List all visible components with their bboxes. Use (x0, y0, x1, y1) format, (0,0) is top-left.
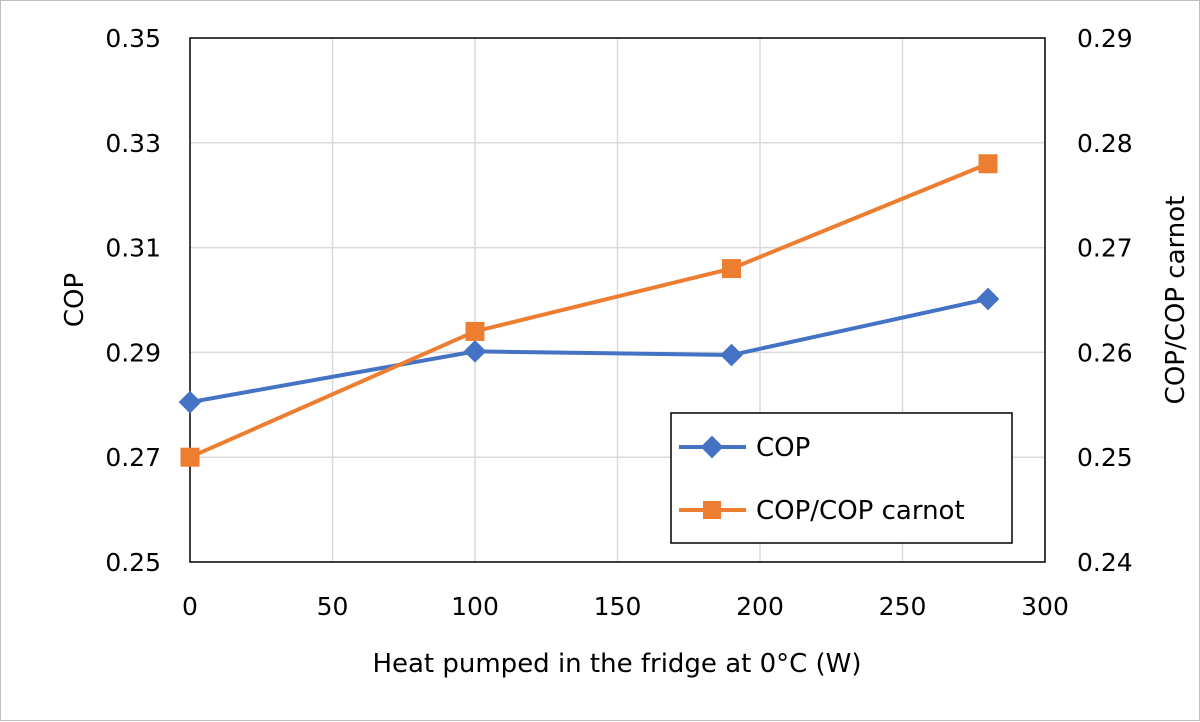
x-axis-ticks: 0 50 100 150 200 250 300 (182, 592, 1069, 621)
data-point-cop-ratio (180, 447, 200, 467)
y-tick-label: 0.33 (105, 129, 161, 158)
x-tick-label: 300 (1021, 592, 1069, 621)
data-point-cop-ratio (722, 259, 741, 279)
y-axis-title: COP (60, 273, 90, 327)
y-tick-label: 0.25 (105, 548, 161, 577)
data-point-cop-ratio (465, 321, 485, 341)
y2-tick-label: 0.24 (1077, 548, 1133, 577)
y2-tick-label: 0.29 (1077, 24, 1133, 53)
legend-label-cop: COP (756, 433, 810, 463)
x-axis-title: Heat pumped in the fridge at 0°C (W) (372, 649, 861, 679)
x-tick-label: 250 (879, 592, 927, 621)
x-tick-label: 200 (736, 592, 784, 621)
legend: COP COP/COP carnot (670, 412, 1013, 544)
series-line-cop (189, 296, 989, 405)
x-tick-label: 100 (451, 592, 499, 621)
x-tick-label: 50 (317, 592, 349, 621)
y2-tick-label: 0.25 (1077, 443, 1133, 472)
x-tick-label: 150 (594, 592, 642, 621)
data-point-cop (463, 340, 487, 363)
y-tick-label: 0.35 (105, 24, 161, 53)
y-tick-label: 0.27 (105, 443, 161, 472)
y2-axis-title: COP/COP carnot (1161, 196, 1191, 405)
legend-marker-cop (700, 435, 724, 459)
data-point-cop (178, 390, 202, 414)
data-point-cop (720, 343, 743, 367)
y-tick-label: 0.29 (105, 338, 161, 367)
y2-axis-ticks: 0.24 0.25 0.26 0.27 0.28 0.29 (1077, 24, 1133, 577)
plot-area (189, 37, 1046, 563)
y2-tick-label: 0.27 (1077, 234, 1133, 263)
legend-label-ratio: COP/COP carnot (756, 496, 965, 526)
series-line-cop-ratio (189, 161, 989, 460)
y2-tick-label: 0.28 (1077, 129, 1133, 158)
legend-box (670, 412, 1013, 544)
y2-tick-label: 0.26 (1077, 338, 1133, 367)
legend-marker-ratio (703, 501, 721, 519)
series-layer (178, 154, 1000, 467)
data-point-cop-ratio (978, 154, 998, 174)
x-tick-label: 0 (182, 592, 198, 621)
data-point-cop (976, 287, 1000, 311)
y-tick-label: 0.31 (105, 234, 161, 263)
y-axis-ticks: 0.25 0.27 0.29 0.31 0.33 0.35 (105, 24, 161, 577)
